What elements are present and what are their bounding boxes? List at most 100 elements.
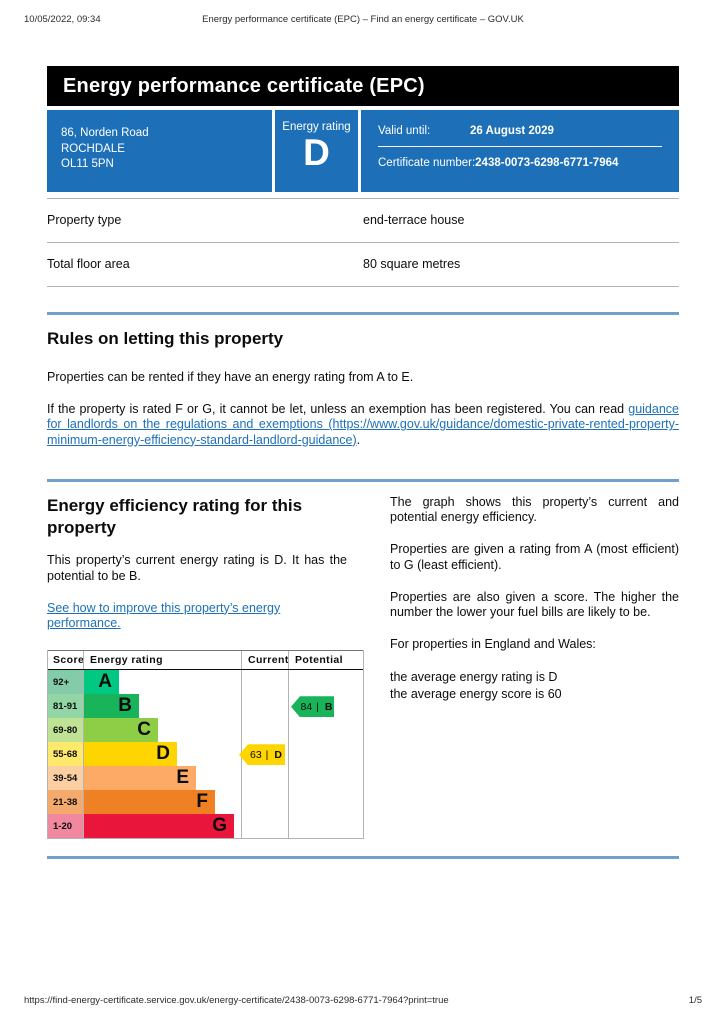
epc-bar-cell: E (83, 766, 241, 791)
epc-bar-cell: G (83, 814, 241, 839)
floor-area-label: Total floor area (47, 257, 130, 271)
rating-right-column: The graph shows this property’s current … (390, 495, 679, 840)
epc-band-bar: D (84, 742, 177, 767)
rules-section: Rules on letting this property Propertie… (47, 328, 679, 448)
floor-area-value: 80 square metres (363, 257, 461, 271)
rules-para-2-suffix: . (356, 432, 361, 447)
energy-rating-panel: Energy rating D (275, 110, 358, 192)
section-divider (47, 856, 679, 860)
score-explainer: Properties are also given a score. The h… (390, 589, 679, 619)
epc-current-cell (241, 670, 288, 695)
epc-score-cell: 69-80 (48, 718, 83, 743)
validity-panel: Valid until: 26 August 2029 Certificate … (361, 110, 679, 192)
browser-print-footer: https://find-energy-certificate.service.… (24, 995, 702, 1006)
epc-score-cell: 55-68 (48, 742, 83, 767)
epc-band-row: 21-38 F (48, 790, 363, 815)
rules-para-2-text: If the property is rated F or G, it cann… (47, 402, 629, 416)
browser-print-header: 10/05/2022, 09:34 Energy performance cer… (24, 14, 702, 28)
epc-band-bar: E (84, 766, 196, 791)
property-address: 86, Norden Road ROCHDALE OL11 5PN (47, 110, 272, 192)
address-line-1: 86, Norden Road (61, 127, 149, 139)
epc-score-cell: 1-20 (48, 814, 83, 839)
page-title: Energy performance certificate (EPC) (63, 74, 425, 97)
england-wales-intro: For properties in England and Wales: (390, 637, 596, 652)
section-divider (47, 478, 679, 482)
print-doc-title: Energy performance certificate (EPC) – F… (202, 14, 524, 25)
rating-intro: This property’s current energy rating is… (47, 553, 347, 583)
epc-potential-cell (288, 718, 363, 743)
print-page-number: 1/5 (688, 995, 702, 1006)
rules-para-2: If the property is rated F or G, it cann… (47, 402, 679, 448)
epc-bar-cell: F (83, 790, 241, 815)
epc-band-row: 1-20 G (48, 814, 363, 839)
epc-score-cell: 39-54 (48, 766, 83, 791)
rating-left-column: Energy efficiency rating for this proper… (47, 495, 364, 840)
epc-current-cell (241, 694, 288, 719)
section-divider (47, 312, 679, 315)
epc-bar-cell: B (83, 694, 241, 719)
epc-potential-cell (288, 742, 363, 767)
epc-bar-cell: C (83, 718, 241, 743)
certificate-summary-box: 86, Norden Road ROCHDALE OL11 5PN Energy… (47, 110, 679, 192)
epc-band-row: 55-68 D (48, 742, 363, 767)
epc-bar-cell: D (83, 742, 241, 767)
validity-divider (378, 146, 662, 147)
valid-until-label: Valid until: (378, 125, 431, 137)
energy-efficiency-section: Energy efficiency rating for this proper… (47, 495, 679, 840)
improve-performance-link[interactable]: See how to improve this property’s energ… (47, 600, 281, 630)
property-type-label: Property type (47, 213, 122, 227)
epc-potential-cell (288, 670, 363, 695)
table-row: Property type end-terrace house (47, 198, 679, 243)
property-summary-table: Property type end-terrace house Total fl… (47, 198, 679, 287)
energy-rating-value: D (303, 132, 330, 173)
epc-current-cell (241, 814, 288, 839)
epc-band-bar: G (84, 814, 234, 839)
rules-heading: Rules on letting this property (47, 329, 284, 348)
epc-band-bar: F (84, 790, 215, 815)
epc-potential-cell (288, 790, 363, 815)
average-score-line: the average energy score is 60 (390, 686, 562, 701)
epc-potential-marker: 84 | B (291, 696, 334, 718)
epc-chart-body: 92+ A 81-91 B 69-80 C 55-68 D 39-54 E 21-38 F 1-20 G 6… (48, 670, 363, 839)
valid-until-value: 26 August 2029 (470, 125, 554, 137)
epc-band-row: 69-80 C (48, 718, 363, 743)
average-rating-line: the average energy rating is D (390, 669, 558, 684)
epc-current-cell (241, 790, 288, 815)
epc-score-cell: 81-91 (48, 694, 83, 719)
certificate-content: Energy performance certificate (EPC) 86,… (47, 66, 679, 860)
epc-column-header: Potential (288, 651, 363, 670)
certificate-number-label: Certificate number: (378, 157, 476, 169)
epc-score-cell: 21-38 (48, 790, 83, 815)
epc-score-cell: 92+ (48, 670, 83, 695)
rating-heading: Energy efficiency rating for this proper… (47, 495, 303, 537)
graph-explainer: The graph shows this property’s current … (390, 494, 679, 524)
property-type-value: end-terrace house (363, 213, 465, 227)
energy-rating-label: Energy rating (282, 121, 351, 133)
address-line-2: ROCHDALE (61, 142, 125, 155)
epc-current-cell (241, 766, 288, 791)
epc-potential-cell (288, 814, 363, 839)
epc-bar-cell: A (83, 670, 241, 695)
epc-band-row: 92+ A (48, 670, 363, 695)
landlord-guidance-link[interactable]: guidance for landlords on the regulation… (47, 402, 679, 447)
epc-band-bar: A (84, 670, 119, 695)
table-row: Total floor area 80 square metres (47, 243, 679, 287)
epc-band-bar: C (84, 718, 158, 743)
print-timestamp: 10/05/2022, 09:34 (24, 14, 101, 25)
epc-current-marker: 63 | D (239, 744, 285, 766)
rating-scale-explainer: Properties are given a rating from A (mo… (390, 542, 679, 572)
address-line-3: OL11 5PN (61, 158, 114, 171)
certificate-banner: Energy performance certificate (EPC) (47, 66, 679, 106)
certificate-number-value: 2438-0073-6298-6771-7964 (475, 157, 619, 169)
epc-column-header: Current (241, 651, 288, 670)
rules-para-1: Properties can be rented if they have an… (47, 369, 414, 384)
epc-column-header: Energy rating (83, 651, 241, 670)
epc-chart: Score Energy rating Current Potential 92+ A 81… (47, 650, 364, 840)
epc-chart-header-row: Score Energy rating Current Potential (48, 650, 363, 671)
print-url: https://find-energy-certificate.service.… (24, 995, 449, 1006)
epc-current-cell (241, 718, 288, 743)
epc-potential-cell (288, 766, 363, 791)
epc-band-row: 39-54 E (48, 766, 363, 791)
epc-column-header: Score (53, 654, 85, 667)
